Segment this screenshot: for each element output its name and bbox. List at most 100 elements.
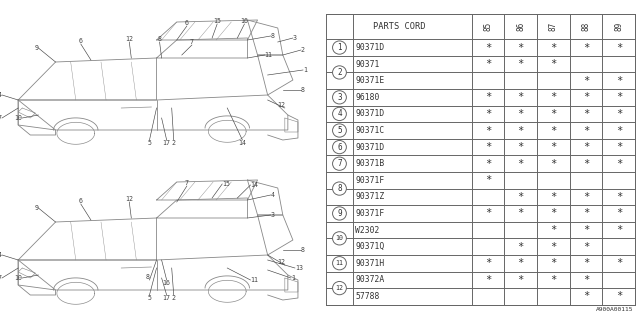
Text: *: * [616, 225, 622, 235]
Text: 13: 13 [295, 265, 303, 271]
Text: 12: 12 [125, 196, 133, 202]
Text: *: * [518, 92, 524, 102]
Text: *: * [616, 76, 622, 86]
Text: 8: 8 [301, 247, 305, 253]
Text: A900A00115: A900A00115 [596, 307, 634, 312]
Text: *: * [518, 43, 524, 52]
Text: *: * [518, 192, 524, 202]
Text: 90371E: 90371E [355, 76, 385, 85]
Text: 90371B: 90371B [355, 159, 385, 168]
Text: *: * [616, 192, 622, 202]
Text: *: * [484, 142, 491, 152]
Text: *: * [484, 43, 491, 52]
Text: 14: 14 [239, 140, 246, 146]
Text: *: * [616, 292, 622, 301]
Text: 12: 12 [277, 259, 285, 265]
Text: *: * [616, 208, 622, 219]
Text: *: * [583, 242, 589, 252]
Text: *: * [550, 275, 557, 285]
Text: 2: 2 [337, 68, 342, 77]
Text: 90371D: 90371D [355, 109, 385, 118]
Text: 90371Q: 90371Q [355, 242, 385, 251]
Text: *: * [550, 159, 557, 169]
Ellipse shape [333, 124, 346, 137]
Text: *: * [484, 258, 491, 268]
Text: *: * [616, 109, 622, 119]
Text: *: * [518, 59, 524, 69]
Ellipse shape [333, 107, 346, 121]
Text: 1: 1 [337, 43, 342, 52]
Text: 85: 85 [483, 22, 492, 31]
Text: 90372A: 90372A [355, 275, 385, 284]
Text: *: * [550, 225, 557, 235]
Text: *: * [550, 208, 557, 219]
Text: 14: 14 [250, 182, 259, 188]
Text: 9: 9 [35, 45, 38, 51]
Text: *: * [550, 258, 557, 268]
Text: 1: 1 [303, 67, 307, 73]
Text: *: * [583, 109, 589, 119]
Text: 16: 16 [241, 18, 248, 24]
Text: 16: 16 [163, 280, 171, 286]
Text: 3: 3 [293, 35, 297, 41]
Text: 15: 15 [222, 181, 230, 187]
Text: 5: 5 [147, 295, 152, 301]
Text: *: * [550, 142, 557, 152]
Text: *: * [583, 258, 589, 268]
Text: *: * [484, 109, 491, 119]
Text: W2302: W2302 [355, 226, 380, 235]
Text: 7: 7 [0, 115, 2, 121]
Text: *: * [616, 258, 622, 268]
Text: 4: 4 [337, 109, 342, 118]
Text: 2: 2 [172, 295, 176, 301]
Text: 7: 7 [0, 275, 2, 281]
Ellipse shape [333, 207, 346, 220]
Text: *: * [550, 192, 557, 202]
Text: *: * [518, 159, 524, 169]
Text: 10: 10 [335, 235, 344, 241]
Text: *: * [616, 142, 622, 152]
Text: *: * [518, 109, 524, 119]
Text: 8: 8 [337, 184, 342, 193]
Text: 6: 6 [79, 38, 83, 44]
Text: 90371C: 90371C [355, 126, 385, 135]
Text: 90371D: 90371D [355, 143, 385, 152]
Text: 90371H: 90371H [355, 259, 385, 268]
Text: *: * [550, 242, 557, 252]
Text: *: * [583, 208, 589, 219]
Text: 4: 4 [271, 192, 275, 198]
Ellipse shape [333, 157, 346, 170]
Text: 57788: 57788 [355, 292, 380, 301]
Text: 87: 87 [549, 22, 558, 31]
Text: *: * [518, 258, 524, 268]
Text: *: * [616, 125, 622, 135]
Text: 10: 10 [14, 115, 22, 121]
Text: *: * [518, 275, 524, 285]
Text: 10: 10 [14, 275, 22, 281]
Text: *: * [583, 142, 589, 152]
Text: *: * [583, 225, 589, 235]
Text: *: * [583, 275, 589, 285]
Text: 12: 12 [335, 285, 344, 291]
Text: 88: 88 [582, 22, 591, 31]
Ellipse shape [333, 282, 346, 295]
Text: 11: 11 [250, 277, 259, 283]
Ellipse shape [333, 91, 346, 104]
Text: *: * [616, 92, 622, 102]
Ellipse shape [333, 232, 346, 245]
Text: 7: 7 [190, 39, 194, 45]
Text: *: * [550, 109, 557, 119]
Text: 5: 5 [147, 140, 152, 146]
Text: *: * [550, 43, 557, 52]
Text: *: * [518, 142, 524, 152]
Text: 90371F: 90371F [355, 209, 385, 218]
Text: 6: 6 [337, 143, 342, 152]
Text: 7: 7 [337, 159, 342, 168]
Text: *: * [583, 92, 589, 102]
Text: 4: 4 [0, 252, 2, 258]
Text: *: * [484, 208, 491, 219]
Text: *: * [484, 175, 491, 185]
Text: 1: 1 [291, 275, 295, 281]
Ellipse shape [333, 66, 346, 79]
Text: 7: 7 [185, 180, 189, 186]
